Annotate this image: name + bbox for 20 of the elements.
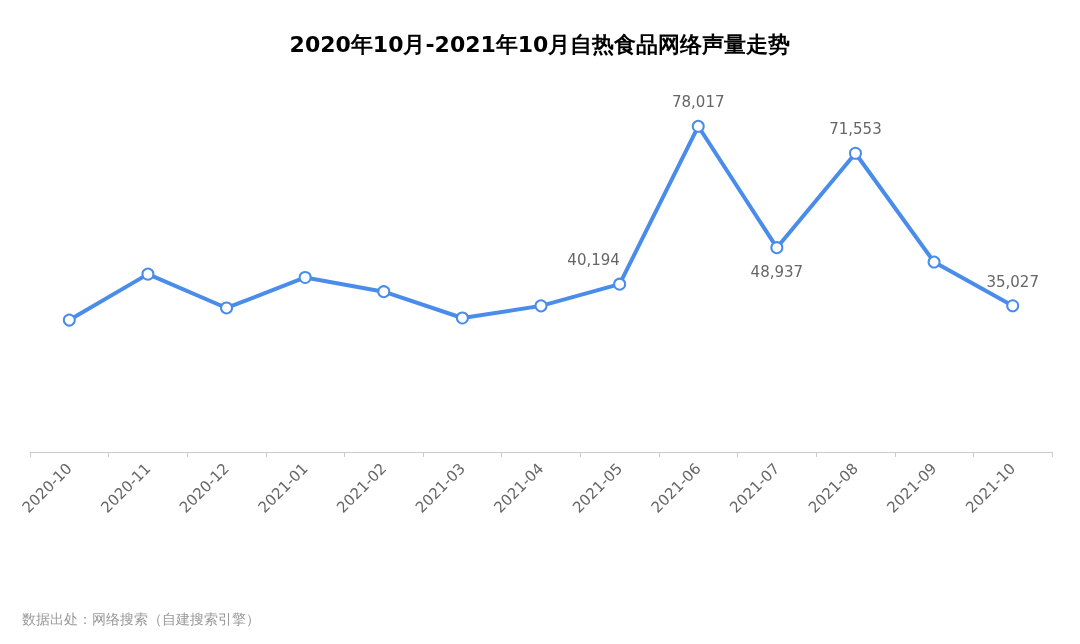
point (455, 311, 469, 325)
point (220, 301, 234, 315)
point (62, 313, 76, 327)
point (613, 277, 627, 291)
chart-title: 2020年10月-2021年10月自热食品网络声量走势 (289, 31, 791, 57)
data-label: 35,027 (986, 272, 1039, 291)
point (534, 299, 548, 313)
point (377, 285, 391, 299)
data-label: 71,553 (829, 120, 882, 139)
data-label: 40,194 (567, 251, 620, 270)
point (848, 146, 862, 160)
point (1006, 299, 1020, 313)
point (927, 255, 941, 269)
text: 数据出处：网络搜索（自建搜索引擎） (22, 611, 260, 627)
point (770, 241, 784, 255)
data-label: 78,017 (671, 93, 725, 112)
data-label: 48,937 (750, 262, 804, 281)
point (298, 270, 312, 284)
point (141, 267, 155, 281)
point (691, 119, 705, 133)
